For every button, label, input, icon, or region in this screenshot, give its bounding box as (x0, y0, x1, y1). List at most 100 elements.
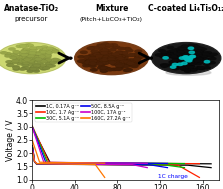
Circle shape (160, 50, 168, 54)
Text: C-coated Li₄Ti₅O₁₂: C-coated Li₄Ti₅O₁₂ (148, 4, 223, 12)
Circle shape (50, 50, 57, 53)
Circle shape (175, 56, 183, 59)
Circle shape (101, 61, 109, 64)
Circle shape (108, 48, 117, 52)
Circle shape (129, 63, 137, 66)
Circle shape (187, 61, 194, 64)
Circle shape (27, 70, 34, 73)
Circle shape (179, 55, 187, 59)
Circle shape (107, 55, 115, 59)
Circle shape (190, 57, 197, 60)
Circle shape (32, 67, 40, 70)
Circle shape (13, 51, 21, 54)
Circle shape (188, 59, 196, 63)
Circle shape (185, 56, 192, 59)
Circle shape (110, 43, 118, 47)
Circle shape (25, 56, 33, 59)
Circle shape (187, 62, 195, 65)
Circle shape (86, 59, 94, 62)
Circle shape (176, 53, 184, 57)
Circle shape (196, 51, 204, 54)
Circle shape (208, 61, 216, 64)
Circle shape (120, 56, 129, 60)
Circle shape (166, 53, 173, 56)
Circle shape (135, 56, 143, 59)
Circle shape (179, 56, 187, 60)
Circle shape (32, 56, 40, 59)
Circle shape (33, 56, 40, 59)
Circle shape (134, 50, 142, 53)
Circle shape (11, 54, 19, 58)
Circle shape (179, 57, 185, 59)
Circle shape (28, 57, 36, 60)
Circle shape (155, 53, 162, 57)
Circle shape (29, 58, 36, 61)
Circle shape (31, 54, 38, 58)
Circle shape (128, 53, 136, 57)
Circle shape (169, 49, 177, 53)
Circle shape (182, 53, 189, 57)
Circle shape (109, 55, 118, 59)
Circle shape (181, 67, 188, 71)
Y-axis label: Voltage / V: Voltage / V (6, 119, 15, 161)
Circle shape (187, 59, 195, 63)
Circle shape (201, 51, 209, 55)
Circle shape (202, 52, 210, 56)
Circle shape (159, 53, 167, 57)
Circle shape (177, 62, 185, 65)
Circle shape (54, 59, 62, 62)
Circle shape (183, 57, 191, 60)
Circle shape (107, 56, 116, 60)
Circle shape (182, 55, 190, 58)
Circle shape (34, 58, 42, 61)
Circle shape (114, 53, 122, 57)
Circle shape (185, 53, 193, 56)
Text: Anatase-TiO₂: Anatase-TiO₂ (4, 4, 59, 12)
Circle shape (126, 60, 134, 64)
Circle shape (114, 57, 122, 61)
Circle shape (12, 58, 20, 61)
Circle shape (102, 55, 111, 59)
Circle shape (21, 62, 28, 65)
Circle shape (194, 49, 202, 52)
Circle shape (181, 56, 188, 60)
Circle shape (105, 56, 113, 59)
Circle shape (152, 43, 221, 74)
Circle shape (116, 63, 125, 67)
Circle shape (6, 63, 14, 67)
Circle shape (32, 59, 39, 62)
Circle shape (28, 53, 36, 57)
Circle shape (89, 59, 97, 63)
Circle shape (181, 60, 189, 64)
Circle shape (12, 65, 20, 69)
Circle shape (203, 66, 211, 70)
Circle shape (22, 52, 30, 55)
Circle shape (87, 56, 95, 60)
Circle shape (123, 63, 131, 66)
Circle shape (97, 66, 105, 70)
Circle shape (40, 60, 47, 63)
Circle shape (187, 60, 194, 64)
Circle shape (106, 55, 114, 58)
Circle shape (75, 42, 148, 75)
Circle shape (84, 60, 92, 64)
Circle shape (177, 46, 185, 50)
Circle shape (107, 56, 116, 60)
Circle shape (104, 57, 112, 60)
Circle shape (12, 67, 20, 71)
Circle shape (101, 49, 109, 52)
Circle shape (35, 52, 43, 55)
Circle shape (184, 61, 192, 64)
Circle shape (78, 60, 86, 63)
Circle shape (159, 55, 166, 58)
Circle shape (18, 52, 26, 56)
Circle shape (21, 50, 29, 54)
Circle shape (196, 66, 204, 70)
Circle shape (0, 43, 66, 74)
Circle shape (45, 58, 53, 61)
Circle shape (189, 62, 196, 65)
Circle shape (109, 55, 117, 59)
Circle shape (104, 53, 112, 56)
Circle shape (21, 64, 29, 67)
Circle shape (178, 53, 185, 57)
